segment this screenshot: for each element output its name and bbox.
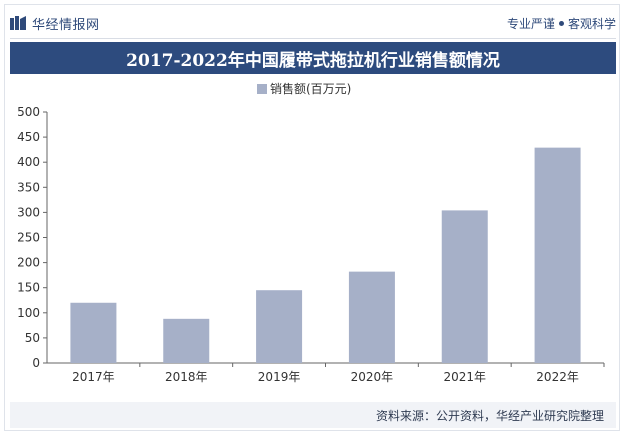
bar: [256, 290, 303, 363]
y-tick-label: 0: [32, 356, 40, 370]
bar: [163, 318, 210, 363]
y-tick-label: 450: [17, 130, 40, 144]
x-tick-label: 2020年: [351, 370, 394, 384]
y-tick-label: 400: [17, 155, 40, 169]
bar: [534, 147, 581, 363]
y-tick-label: 50: [25, 331, 40, 345]
separator-dot-icon: [558, 20, 564, 26]
y-tick-label: 100: [17, 306, 40, 320]
brand: 华经情报网: [10, 14, 100, 33]
y-tick-label: 250: [17, 231, 40, 245]
y-tick-label: 150: [17, 281, 40, 295]
x-tick-label: 2018年: [165, 370, 208, 384]
y-tick-label: 200: [17, 256, 40, 270]
tagline-right: 客观科学: [567, 16, 616, 31]
brand-name: 华经情报网: [32, 17, 100, 33]
x-tick-label: 2019年: [258, 370, 301, 384]
y-tick-label: 300: [17, 205, 40, 219]
legend-label: 销售额(百万元): [270, 81, 351, 96]
footer-band: [10, 402, 616, 428]
bar: [441, 210, 488, 363]
y-tick-label: 500: [17, 105, 40, 119]
legend-swatch: [257, 84, 267, 94]
y-tick-label: 350: [17, 180, 40, 194]
brand-logo-icon: [10, 16, 26, 30]
x-tick-label: 2017年: [72, 370, 115, 384]
source-note: 资料来源：公开资料，华经产业研究院整理: [375, 409, 604, 423]
bar: [348, 271, 395, 363]
header-bar: 华经情报网 专业严谨 客观科学: [10, 8, 616, 39]
x-tick-label: 2021年: [443, 370, 486, 384]
bar: [70, 302, 117, 363]
x-tick-label: 2022年: [536, 370, 579, 384]
tagline-left: 专业严谨: [506, 16, 555, 31]
chart-title-bar: 2017-2022年中国履带式拖拉机行业销售额情况: [10, 42, 616, 74]
chart-title: 2017-2022年中国履带式拖拉机行业销售额情况: [126, 50, 500, 71]
tagline: 专业严谨 客观科学: [507, 15, 616, 32]
